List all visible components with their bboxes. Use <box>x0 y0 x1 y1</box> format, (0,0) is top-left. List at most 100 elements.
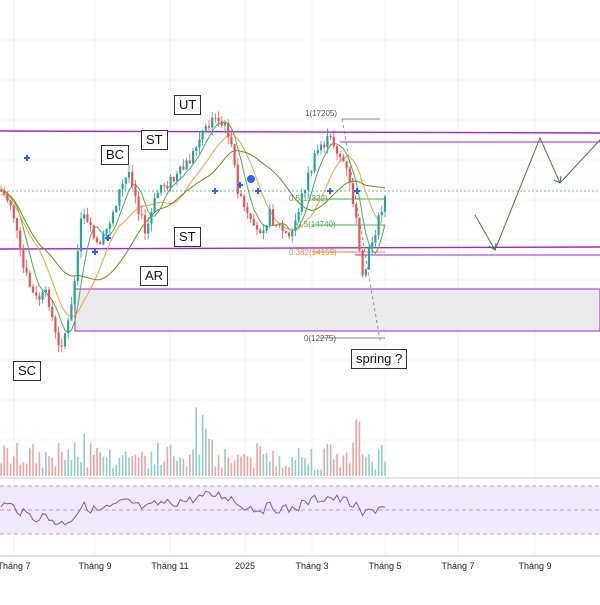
candle-body <box>233 144 236 165</box>
candle-body <box>147 223 150 234</box>
label-sc: SC <box>13 361 42 381</box>
volume-bar <box>259 446 261 476</box>
candle-body <box>175 173 179 182</box>
volume-bar <box>83 434 85 476</box>
candle-body <box>47 289 51 307</box>
candle-layer <box>0 111 387 353</box>
x-tick-label: Tháng 7 <box>0 561 31 571</box>
volume-bar <box>112 467 114 476</box>
volume-bar <box>269 461 271 476</box>
label-spring: spring ? <box>351 349 408 369</box>
volume-bar <box>99 452 101 476</box>
candle-body <box>92 225 95 238</box>
label-st-upper: ST <box>141 130 168 150</box>
candle-body <box>361 250 364 276</box>
candle-body <box>207 126 211 128</box>
volume-bar <box>195 407 197 476</box>
volume-bar <box>32 444 34 476</box>
candle-body <box>374 235 377 243</box>
x-tick-label: Tháng 3 <box>295 561 329 571</box>
candle-body <box>182 166 185 170</box>
candle-body <box>230 137 233 145</box>
volume-bar <box>128 457 130 476</box>
candle-body <box>246 207 249 214</box>
candle-body <box>143 215 147 234</box>
candle-body <box>329 136 332 138</box>
candle-body <box>211 117 214 128</box>
candle-body <box>355 204 358 218</box>
volume-bar <box>131 456 133 476</box>
candle-body <box>54 317 57 333</box>
volume-bar <box>326 443 329 476</box>
candle-body <box>156 192 159 199</box>
volume-bar <box>29 448 31 476</box>
volume-bar <box>80 462 82 476</box>
volume-bar <box>121 455 124 476</box>
volume-bar <box>192 449 194 476</box>
candle-body <box>51 306 54 318</box>
x-tick-label: Tháng 9 <box>78 561 112 571</box>
volume-bar <box>291 457 293 476</box>
candle-body <box>259 229 262 234</box>
candle-body <box>284 231 287 233</box>
cross-marker <box>327 188 333 194</box>
rsi-band <box>0 486 600 534</box>
candle-body <box>332 136 335 147</box>
volume-bar <box>189 454 191 476</box>
candle-body <box>79 218 83 252</box>
x-tick-label: Tháng 11 <box>151 561 189 571</box>
candle-body <box>44 289 47 292</box>
volume-bar <box>262 454 265 476</box>
volume-bar <box>182 458 185 476</box>
volume-bar <box>358 421 361 476</box>
fib-label-0: 0(12275) <box>304 334 337 343</box>
volume-bar <box>320 469 322 476</box>
volume-bar <box>233 460 236 476</box>
volume-bar <box>288 467 290 476</box>
volume-bar <box>179 457 181 476</box>
candle-body <box>383 196 387 212</box>
candle-body <box>268 209 271 226</box>
candle-body <box>223 122 227 126</box>
candle-body <box>281 224 284 232</box>
candle-body <box>239 193 243 197</box>
volume-bar <box>9 463 12 476</box>
volume-bar <box>345 452 348 476</box>
candle-body <box>310 171 313 173</box>
candle-body <box>73 280 76 305</box>
candle-body <box>342 157 345 162</box>
volume-bar <box>297 448 300 476</box>
volume-bar <box>278 456 281 476</box>
volume-bar <box>265 452 268 476</box>
volume-bar <box>41 467 44 476</box>
volume-bar <box>246 456 249 476</box>
candle-body <box>185 160 188 170</box>
candle-body <box>38 295 41 300</box>
volume-bar <box>0 463 2 476</box>
volume-bar <box>45 451 47 476</box>
volume-bar <box>243 454 245 476</box>
candle-body <box>358 217 361 251</box>
range-top-line <box>0 130 600 134</box>
candle-body <box>137 196 140 215</box>
volume-bar <box>237 454 239 476</box>
volume-bar <box>307 464 309 476</box>
candle-body <box>294 220 297 231</box>
volume-bar <box>365 456 367 476</box>
volume-bar <box>285 465 287 476</box>
cross-marker <box>92 249 98 255</box>
candle-body <box>371 242 374 248</box>
volume-bar <box>377 448 380 476</box>
candle-body <box>217 118 220 122</box>
volume-bar <box>272 450 274 476</box>
volume-layer <box>0 407 386 476</box>
volume-bar <box>301 457 303 476</box>
candle-body <box>89 221 92 226</box>
candle-body <box>198 139 201 148</box>
volume-bar <box>25 463 28 476</box>
volume-bar <box>3 445 5 476</box>
candle-body <box>108 223 111 229</box>
volume-bar <box>323 448 325 476</box>
cross-marker <box>354 188 360 194</box>
